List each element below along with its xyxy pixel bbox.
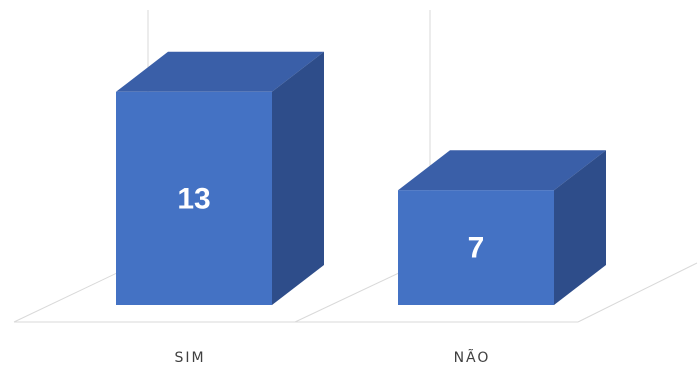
bar-front-face — [116, 91, 272, 305]
bar-top-face — [398, 150, 606, 191]
bar-side-face — [272, 51, 324, 305]
data-label: 7 — [468, 232, 485, 265]
chart-category-labels: SIM NÃO — [174, 349, 491, 366]
bar-sim — [116, 51, 324, 305]
chart-data-labels: 13 7 — [177, 182, 484, 264]
category-label: NÃO — [454, 349, 491, 366]
bar-front-face — [398, 190, 554, 305]
data-label: 13 — [177, 182, 210, 215]
chart-bars — [116, 51, 606, 305]
bar-top-face — [116, 51, 324, 92]
floor-edge-right — [577, 262, 698, 323]
bar-não — [398, 150, 606, 305]
category-label: SIM — [174, 350, 205, 366]
bar-side-face — [554, 150, 606, 305]
